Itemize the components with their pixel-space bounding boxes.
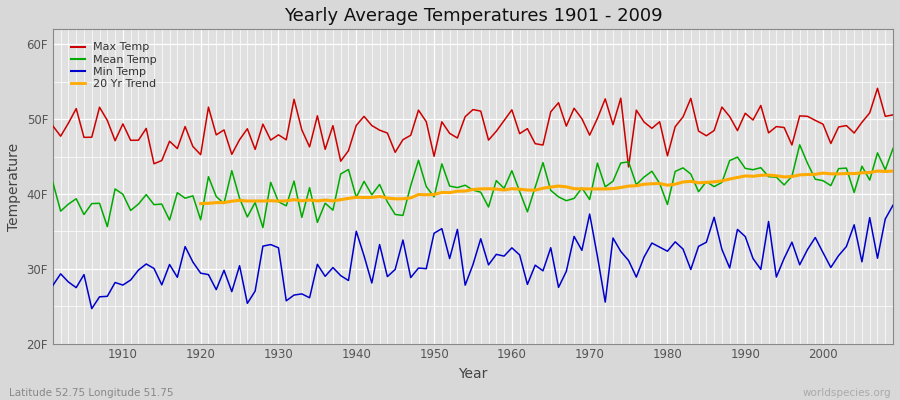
Y-axis label: Temperature: Temperature [7, 142, 21, 230]
Text: Latitude 52.75 Longitude 51.75: Latitude 52.75 Longitude 51.75 [9, 388, 174, 398]
Text: worldspecies.org: worldspecies.org [803, 388, 891, 398]
X-axis label: Year: Year [458, 367, 488, 381]
Title: Yearly Average Temperatures 1901 - 2009: Yearly Average Temperatures 1901 - 2009 [284, 7, 662, 25]
Legend: Max Temp, Mean Temp, Min Temp, 20 Yr Trend: Max Temp, Mean Temp, Min Temp, 20 Yr Tre… [67, 38, 162, 94]
